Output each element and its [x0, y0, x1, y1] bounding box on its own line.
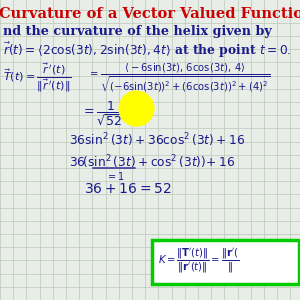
Text: $\vec{r}(t)=\langle 2\cos(3t),2\sin(3t),4t\rangle$ at the point $t=0.$: $\vec{r}(t)=\langle 2\cos(3t),2\sin(3t),… — [3, 40, 291, 60]
FancyBboxPatch shape — [152, 240, 298, 284]
Text: $=\dfrac{\langle -6\sin(3t),\,6\cos(3t),\,4\rangle}{\sqrt{(-6\sin(3t))^{2}+(6\co: $=\dfrac{\langle -6\sin(3t),\,6\cos(3t),… — [88, 61, 271, 94]
Text: $=1$: $=1$ — [106, 170, 125, 182]
Text: nd the curvature of the helix given by: nd the curvature of the helix given by — [3, 26, 272, 38]
Text: $=\dfrac{1}{\sqrt{52}}\langle$: $=\dfrac{1}{\sqrt{52}}\langle$ — [81, 100, 131, 128]
Circle shape — [119, 91, 154, 126]
Text: $K=\dfrac{\|\mathbf{T}'(t)\|}{\|\mathbf{r}'(t)\|}=\dfrac{\|\mathbf{r}'(}{\|}$: $K=\dfrac{\|\mathbf{T}'(t)\|}{\|\mathbf{… — [158, 247, 239, 275]
Text: Curvature of a Vector Valued Function: Curvature of a Vector Valued Function — [0, 8, 300, 22]
Text: $36+16=52$: $36+16=52$ — [84, 182, 172, 197]
Text: $36\sin^{2}(3t)+36\cos^{2}(3t)+16$: $36\sin^{2}(3t)+36\cos^{2}(3t)+16$ — [69, 131, 245, 149]
Text: $36\!\left(\sin^{2}(3t)+\cos^{2}(3t)\right)\!+16$: $36\!\left(\sin^{2}(3t)+\cos^{2}(3t)\rig… — [69, 154, 235, 171]
Text: $\vec{T}(t)=\dfrac{\vec{r}\,'(t)}{\|\vec{r}\,'(t)\|}$: $\vec{T}(t)=\dfrac{\vec{r}\,'(t)}{\|\vec… — [3, 61, 72, 94]
